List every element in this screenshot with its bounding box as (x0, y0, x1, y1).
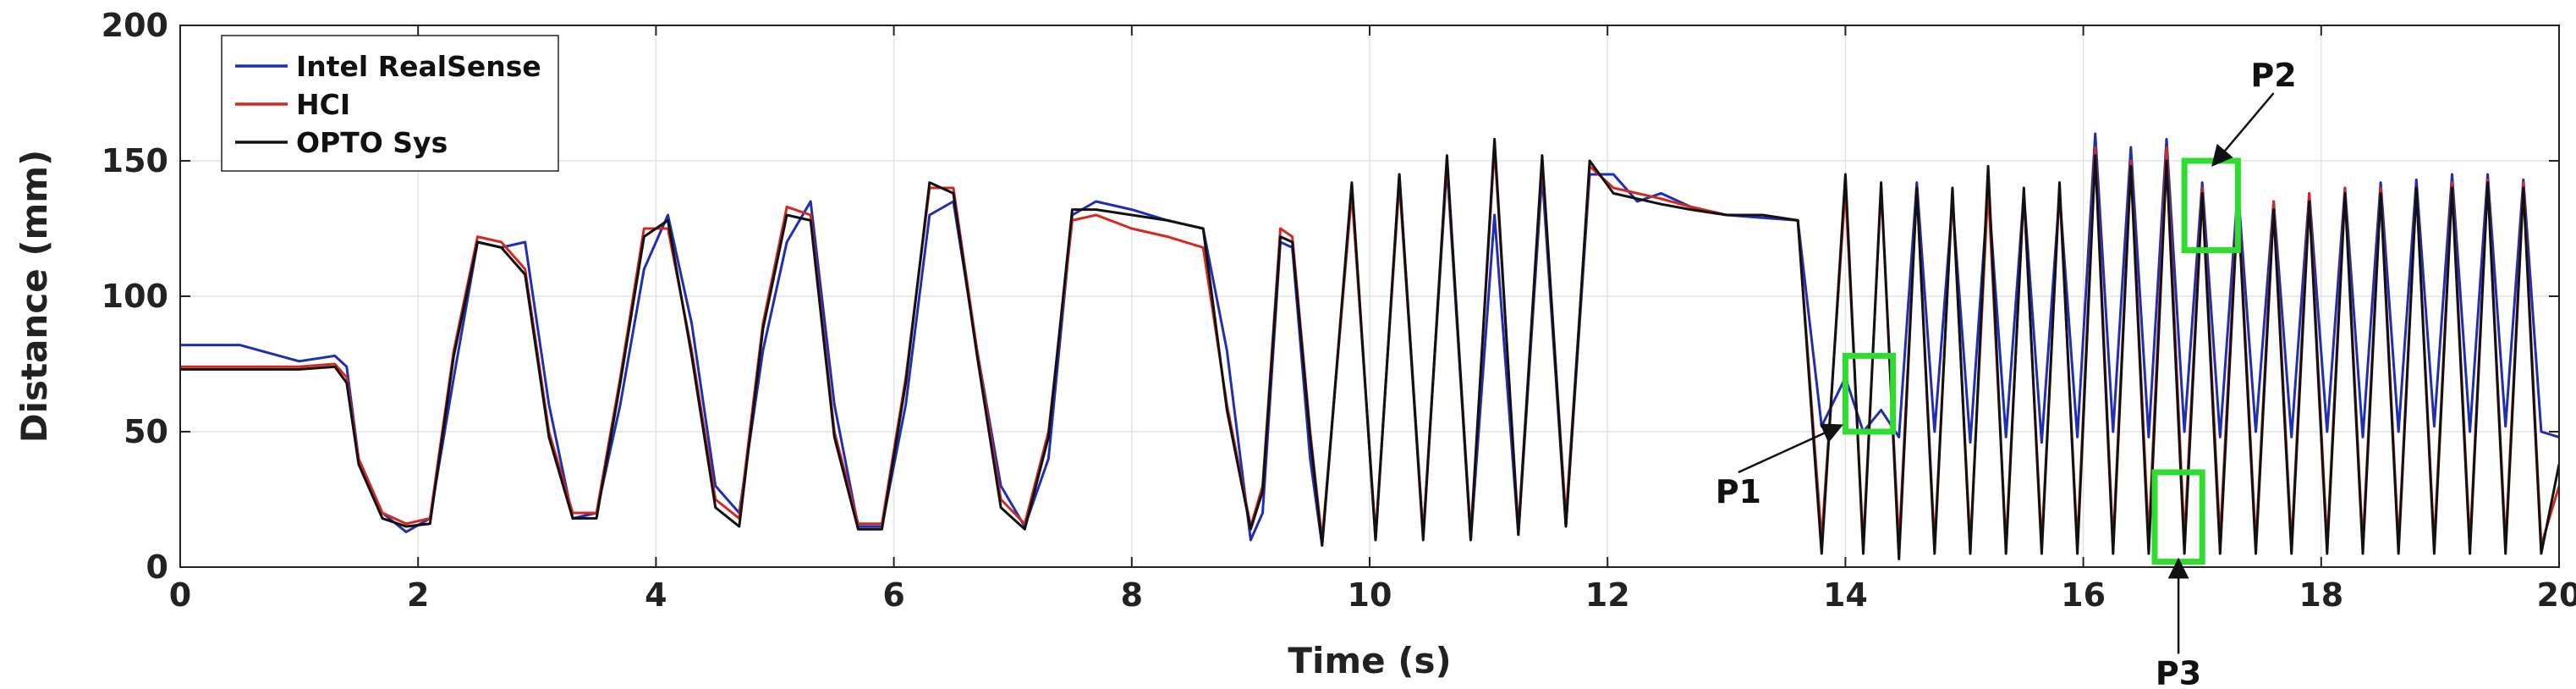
y-axis-ticks: 0 50 100 150 200 (102, 7, 2559, 586)
y-axis-title: Distance (mm) (14, 150, 55, 444)
series-layer (180, 132, 2559, 560)
legend: Intel RealSense HCI OPTO Sys (221, 35, 559, 172)
x-tick-label: 10 (1348, 576, 1392, 614)
y-tick-label: 200 (102, 7, 168, 44)
annotations: P1 P2 P3 (1716, 57, 2297, 689)
x-tick-label: 16 (2061, 576, 2106, 614)
x-axis-ticks: 0 2 4 6 8 10 12 14 16 18 20 (169, 25, 2576, 614)
series-line-2 (180, 137, 2559, 560)
x-axis-title: Time (s) (1288, 640, 1451, 681)
x-tick-label: 18 (2299, 576, 2343, 614)
legend-label: Intel RealSense (296, 50, 541, 83)
annotation-box (2181, 157, 2241, 254)
annotation-box (1842, 352, 1897, 435)
annotation-label: P3 (2156, 654, 2201, 689)
annotation-label: P1 (1716, 473, 1761, 510)
x-tick-label: 6 (882, 576, 904, 614)
x-tick-label: 8 (1121, 576, 1143, 614)
y-tick-label: 100 (102, 278, 168, 315)
x-tick-label: 4 (645, 576, 667, 614)
x-tick-label: 14 (1823, 576, 1868, 614)
y-tick-label: 0 (146, 548, 168, 586)
series-line-0 (180, 132, 2559, 547)
annotation-arrow (1738, 423, 1843, 474)
x-tick-label: 2 (407, 576, 429, 614)
legend-label: OPTO Sys (296, 126, 448, 159)
y-tick-label: 50 (124, 413, 168, 450)
legend-label: HCI (296, 88, 350, 121)
x-tick-label: 12 (1585, 576, 1630, 614)
annotation-label: P2 (2250, 57, 2296, 94)
x-tick-label: 20 (2537, 576, 2576, 614)
annotation-arrow (2211, 92, 2275, 168)
y-tick-label: 150 (102, 142, 168, 179)
x-tick-label: 0 (169, 576, 191, 614)
